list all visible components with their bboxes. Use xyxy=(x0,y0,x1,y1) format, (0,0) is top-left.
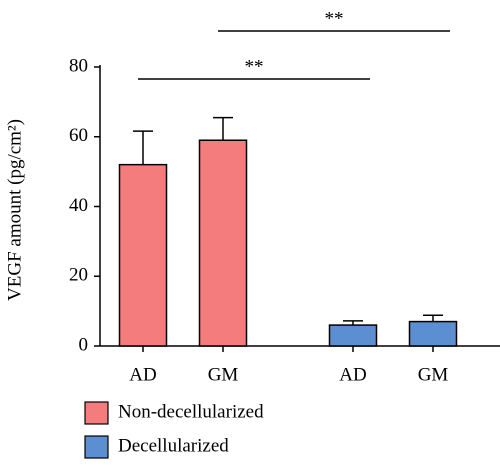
y-tick-label: 0 xyxy=(79,334,89,355)
y-tick-label: 80 xyxy=(69,55,88,76)
y-tick-label: 40 xyxy=(69,195,88,216)
x-tick-label: GM xyxy=(208,364,239,385)
bar xyxy=(118,163,168,347)
bar xyxy=(328,324,378,347)
y-axis-label: VEGF amount (pg/cm²) xyxy=(4,119,25,301)
significance-label: ** xyxy=(245,56,264,77)
legend-swatch xyxy=(84,401,109,425)
bar xyxy=(198,139,248,347)
y-tick-label: 60 xyxy=(69,125,88,146)
significance-label: ** xyxy=(325,8,344,29)
x-tick-label: AD xyxy=(129,364,156,385)
legend-swatch xyxy=(84,435,109,459)
y-tick-label: 20 xyxy=(69,265,88,286)
bar xyxy=(408,320,458,347)
legend-label: Non-decellularized xyxy=(118,401,264,422)
x-tick-label: AD xyxy=(339,364,366,385)
x-tick-label: GM xyxy=(418,364,449,385)
legend-label: Decellularized xyxy=(118,435,229,456)
